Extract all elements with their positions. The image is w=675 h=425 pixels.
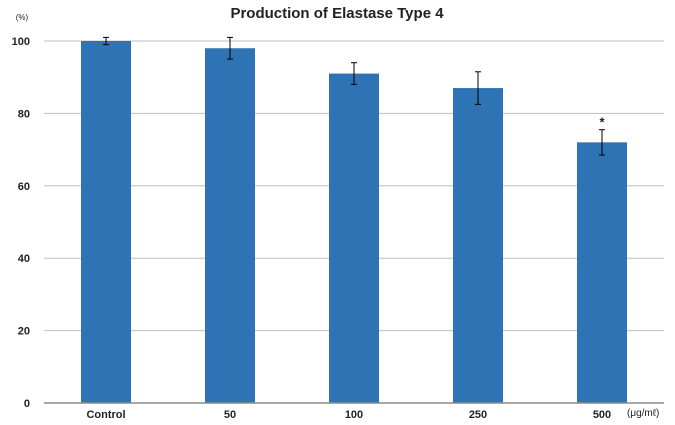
x-tick-label: 500 — [593, 409, 611, 421]
error-bar — [351, 62, 357, 85]
x-tick-label: Control — [86, 409, 125, 421]
y-axis-ticks: 0 20 40 60 80 100 — [12, 36, 30, 410]
significance-star: * — [599, 115, 605, 130]
bar — [453, 88, 503, 403]
bars — [81, 41, 627, 404]
error-bar — [475, 71, 481, 105]
y-tick-label: 60 — [18, 181, 30, 193]
bar — [577, 142, 627, 404]
bar — [81, 41, 131, 403]
bar — [329, 73, 379, 403]
y-axis-unit: (%) — [16, 13, 29, 22]
y-tick-label: 80 — [18, 108, 30, 120]
y-tick-label: 100 — [12, 36, 30, 48]
y-tick-label: 20 — [18, 326, 30, 338]
x-axis-ticks: Control 50 100 250 500 — [86, 409, 611, 421]
x-axis-unit: (μg/mℓ) — [627, 408, 659, 419]
significance-marks: * — [599, 115, 605, 130]
y-tick-label: 40 — [18, 253, 30, 265]
y-tick-label: 0 — [24, 398, 30, 410]
error-bars — [103, 36, 605, 156]
error-bar — [227, 36, 233, 60]
bar — [205, 48, 255, 404]
x-tick-label: 100 — [345, 409, 363, 421]
error-bar — [599, 129, 605, 156]
x-tick-label: 250 — [469, 409, 487, 421]
chart-title: Production of Elastase Type 4 — [230, 5, 444, 22]
x-tick-label: 50 — [224, 409, 236, 421]
error-bar — [103, 36, 109, 46]
